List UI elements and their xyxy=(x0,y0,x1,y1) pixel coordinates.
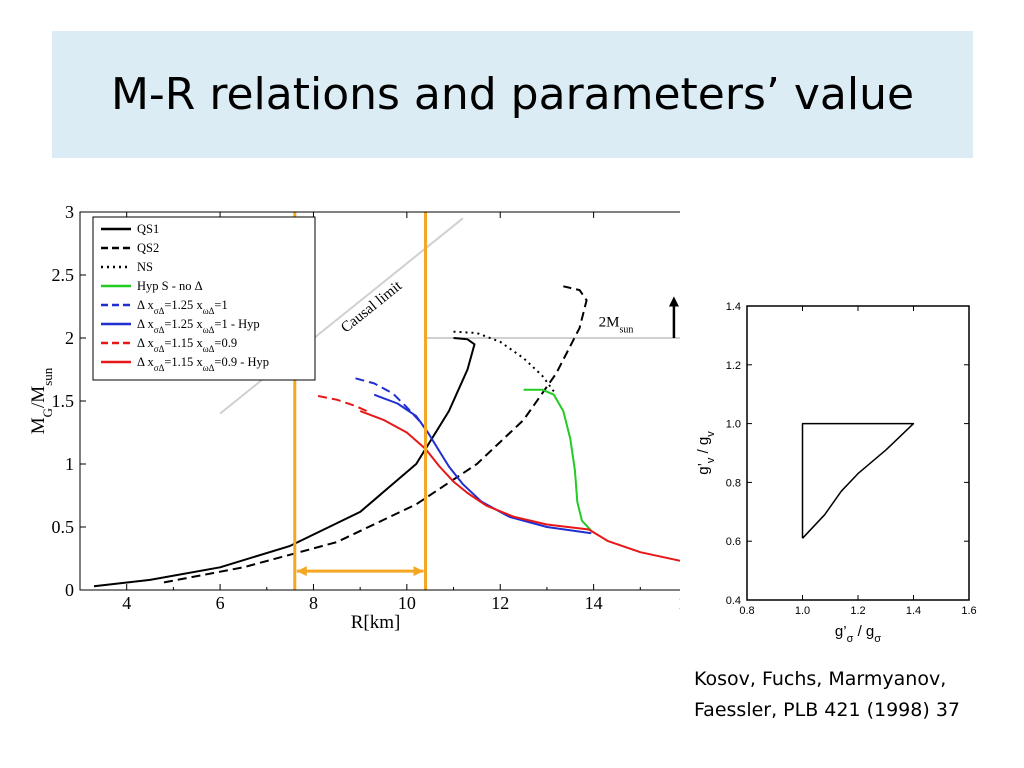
y-tick-label: 2 xyxy=(65,328,74,348)
mini-plot-frame xyxy=(746,305,970,601)
mini-y-tick-label: 0.6 xyxy=(726,536,741,548)
mini-x-axis-label: g’σ / gσ xyxy=(835,623,881,645)
series-line-3 xyxy=(523,388,593,532)
series-line-1 xyxy=(163,285,588,584)
series-line-6 xyxy=(317,395,370,414)
x-axis-label: R[km] xyxy=(351,612,401,633)
mass-radius-chart: 4 6 8 10 12 14 16 0 0.5 1 1.5 2 2.5 3 R[km] MG/Msun Caus… xyxy=(28,202,680,633)
two-msun-label: 2Msun xyxy=(599,315,634,336)
legend-label-2: NS xyxy=(137,260,153,274)
coupling-ratio-chart: 0.8 1.0 1.2 1.4 1.6 0.4 0.6 0.8 1.0 1.2 1.4 g’σ / g… xyxy=(695,301,977,645)
mini-x-tick-label: 1.2 xyxy=(850,605,865,617)
y-tick-label: 1.5 xyxy=(52,391,75,411)
mini-y-tick-label: 0.8 xyxy=(726,477,741,489)
mini-y-tick-label: 0.4 xyxy=(726,595,741,607)
title-band: M-R relations and parameters’ value xyxy=(52,31,973,158)
legend-label-0: QS1 xyxy=(137,222,159,236)
y-tick-label: 0 xyxy=(65,580,74,600)
mini-parameter-region xyxy=(801,422,915,539)
mini-y-tick-label: 1.4 xyxy=(726,301,741,313)
x-tick-label: 8 xyxy=(309,593,318,613)
legend-label-5: Δ xσΔ=1.25 xωΔ=1 - Hyp xyxy=(137,317,260,335)
y-tick-label: 1 xyxy=(65,454,74,474)
x-tick-label: 14 xyxy=(585,593,603,613)
x-tick-label: 6 xyxy=(216,593,225,613)
two-msun-arrow-head xyxy=(668,296,679,307)
y-tick-label: 0.5 xyxy=(52,517,75,537)
x-tick-label: 4 xyxy=(122,593,131,613)
x-tick-label: 12 xyxy=(491,593,509,613)
legend-label-4: Δ xσΔ=1.25 xωΔ=1 xyxy=(137,298,228,316)
series-line-5 xyxy=(373,393,592,535)
slide-title: M-R relations and parameters’ value xyxy=(110,69,915,120)
mini-x-tick-label: 1.6 xyxy=(961,605,976,617)
mini-x-tick-label: 1.0 xyxy=(795,605,810,617)
mini-y-tick-label: 1.2 xyxy=(726,360,741,372)
causal-limit-label: Causal limit xyxy=(338,278,405,337)
legend-label-1: QS2 xyxy=(137,241,159,255)
mini-x-tick-label: 1.4 xyxy=(906,605,921,617)
y-tick-label: 2.5 xyxy=(52,265,75,285)
mini-y-tick-label: 1.0 xyxy=(726,419,741,431)
legend-label-6: Δ xσΔ=1.15 xωΔ=0.9 xyxy=(137,336,237,354)
citation: Kosov, Fuchs, Marmyanov, Faessler, PLB 4… xyxy=(694,664,1014,726)
range-arrow-left-head xyxy=(296,566,307,577)
citation-line-1: Kosov, Fuchs, Marmyanov, xyxy=(694,668,947,690)
x-tick-label: 16 xyxy=(678,593,680,613)
series-line-2 xyxy=(453,330,558,396)
y-tick-label: 3 xyxy=(65,202,74,222)
series-line-0 xyxy=(93,337,476,588)
y-axis-label: MG/Msun xyxy=(28,367,55,434)
range-arrow-right-head xyxy=(413,566,424,577)
mini-y-axis-label: g’v / gv xyxy=(695,431,717,475)
series-line-7 xyxy=(359,410,680,562)
x-tick-label: 10 xyxy=(398,593,416,613)
citation-line-2: Faessler, PLB 421 (1998) 37 xyxy=(694,699,960,721)
legend-box xyxy=(92,216,316,381)
causal-limit-line xyxy=(219,217,464,415)
series-line-4 xyxy=(355,377,427,430)
mini-x-tick-label: 0.8 xyxy=(739,605,754,617)
legend-label-3: Hyp S - no Δ xyxy=(137,279,203,293)
legend-label-7: Δ xσΔ=1.15 xωΔ=0.9 - Hyp xyxy=(137,355,269,373)
